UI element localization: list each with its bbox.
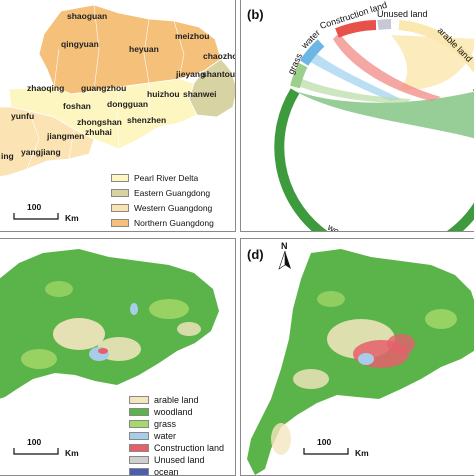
panel-c-landuse-map: arable land woodland grass water Constru… <box>0 238 236 476</box>
legend-swatch <box>129 408 149 416</box>
city-label: shenzhen <box>127 115 167 125</box>
city-label: meizhou <box>175 31 210 41</box>
city-label: chaozhou <box>203 51 235 61</box>
scale-value: 100 <box>27 202 42 212</box>
legend-item: ocean <box>129 467 179 476</box>
city-label: jieyang <box>176 69 206 79</box>
legend-label: Eastern Guangdong <box>134 188 211 198</box>
legend-label: ocean <box>154 467 179 476</box>
landuse-map-svg <box>0 249 219 399</box>
legend-label: woodland <box>154 407 193 417</box>
legend-item: Unused land <box>129 455 205 465</box>
flow-water <box>305 51 401 101</box>
city-label: ing <box>1 151 14 161</box>
legend-label: Western Guangdong <box>134 203 213 213</box>
scale-unit: Km <box>65 213 79 223</box>
legend-swatch <box>129 432 149 440</box>
legend-swatch <box>129 456 149 464</box>
legend-swatch <box>129 444 149 452</box>
legend-swatch <box>111 174 129 182</box>
scale-unit: Km <box>65 448 79 458</box>
legend-swatch <box>111 189 129 197</box>
legend-item: Northern Guangdong <box>111 218 214 228</box>
legend-label: Northern Guangdong <box>134 218 214 228</box>
arc-arable <box>398 20 474 73</box>
landuse-patches <box>21 281 201 369</box>
arc-unused <box>377 19 392 30</box>
city-label: zhaoqing <box>27 83 65 93</box>
legend-item: arable land <box>129 395 199 405</box>
panel-b-chord-diagram: (b) arable land woodland grass water Con… <box>240 0 474 232</box>
legend-item: woodland <box>129 407 193 417</box>
legend-item: Construction land <box>129 443 224 453</box>
county-lines <box>26 4 185 170</box>
scale-value: 100 <box>27 437 42 447</box>
landuse-map-svg: N <box>247 241 474 475</box>
panel-label: (b) <box>247 7 264 22</box>
city-label: shantou <box>202 69 236 79</box>
chord-svg: arable land woodland grass water Constru… <box>274 0 474 232</box>
city-label: zhongshan <box>77 117 122 127</box>
legend-swatch <box>129 396 149 404</box>
city-label: zhuhai <box>85 127 112 137</box>
panel-d-landuse-map: (d) N 100 Km <box>240 238 474 476</box>
arc-water <box>299 39 325 66</box>
city-label: huizhou <box>147 89 180 99</box>
flow-woodland <box>295 91 474 139</box>
region-map-svg <box>0 4 235 178</box>
legend-label: Unused land <box>154 455 205 465</box>
legend-item: Eastern Guangdong <box>111 188 210 198</box>
panel-label: (d) <box>247 247 264 262</box>
legend-label: grass <box>154 419 177 429</box>
flow-construction <box>333 33 441 101</box>
city-label: guangzhou <box>81 83 127 93</box>
arc-label: woodland <box>325 222 364 232</box>
city-label: yangjiang <box>21 147 61 157</box>
scale-unit: Km <box>355 448 369 458</box>
city-label: yunfu <box>11 111 35 121</box>
city-label: shanwei <box>183 89 217 99</box>
north-arrow-icon <box>278 250 291 270</box>
city-label: qingyuan <box>61 39 99 49</box>
legend-item: Western Guangdong <box>111 203 212 213</box>
legend-label: Pearl River Delta <box>134 173 199 183</box>
legend-swatch <box>111 219 129 227</box>
city-label: dongguan <box>107 99 149 109</box>
panel-a-region-map: shaoguan qingyuan heyuan meizhou chaozho… <box>0 0 236 232</box>
city-label: foshan <box>63 101 91 111</box>
legend-swatch <box>111 204 129 212</box>
legend-label: arable land <box>154 395 199 405</box>
arc-construction <box>335 20 377 38</box>
arc-woodland <box>274 88 474 231</box>
city-label: jiangmen <box>47 131 85 141</box>
legend-item: Pearl River Delta <box>111 173 198 183</box>
city-label: heyuan <box>129 44 159 54</box>
scale-value: 100 <box>317 437 332 447</box>
legend-label: water <box>154 431 177 441</box>
north-label: N <box>281 241 288 251</box>
arc-grass <box>290 62 308 89</box>
legend-item: grass <box>129 419 176 429</box>
arc-label: Unused land <box>377 9 428 19</box>
legend-item: water <box>129 431 176 441</box>
legend-swatch <box>129 420 149 428</box>
flow-grass <box>295 77 411 103</box>
city-label: shaoguan <box>67 11 108 21</box>
legend-swatch <box>129 468 149 475</box>
legend-label: Construction land <box>154 443 225 453</box>
landuse-patches <box>271 291 457 455</box>
